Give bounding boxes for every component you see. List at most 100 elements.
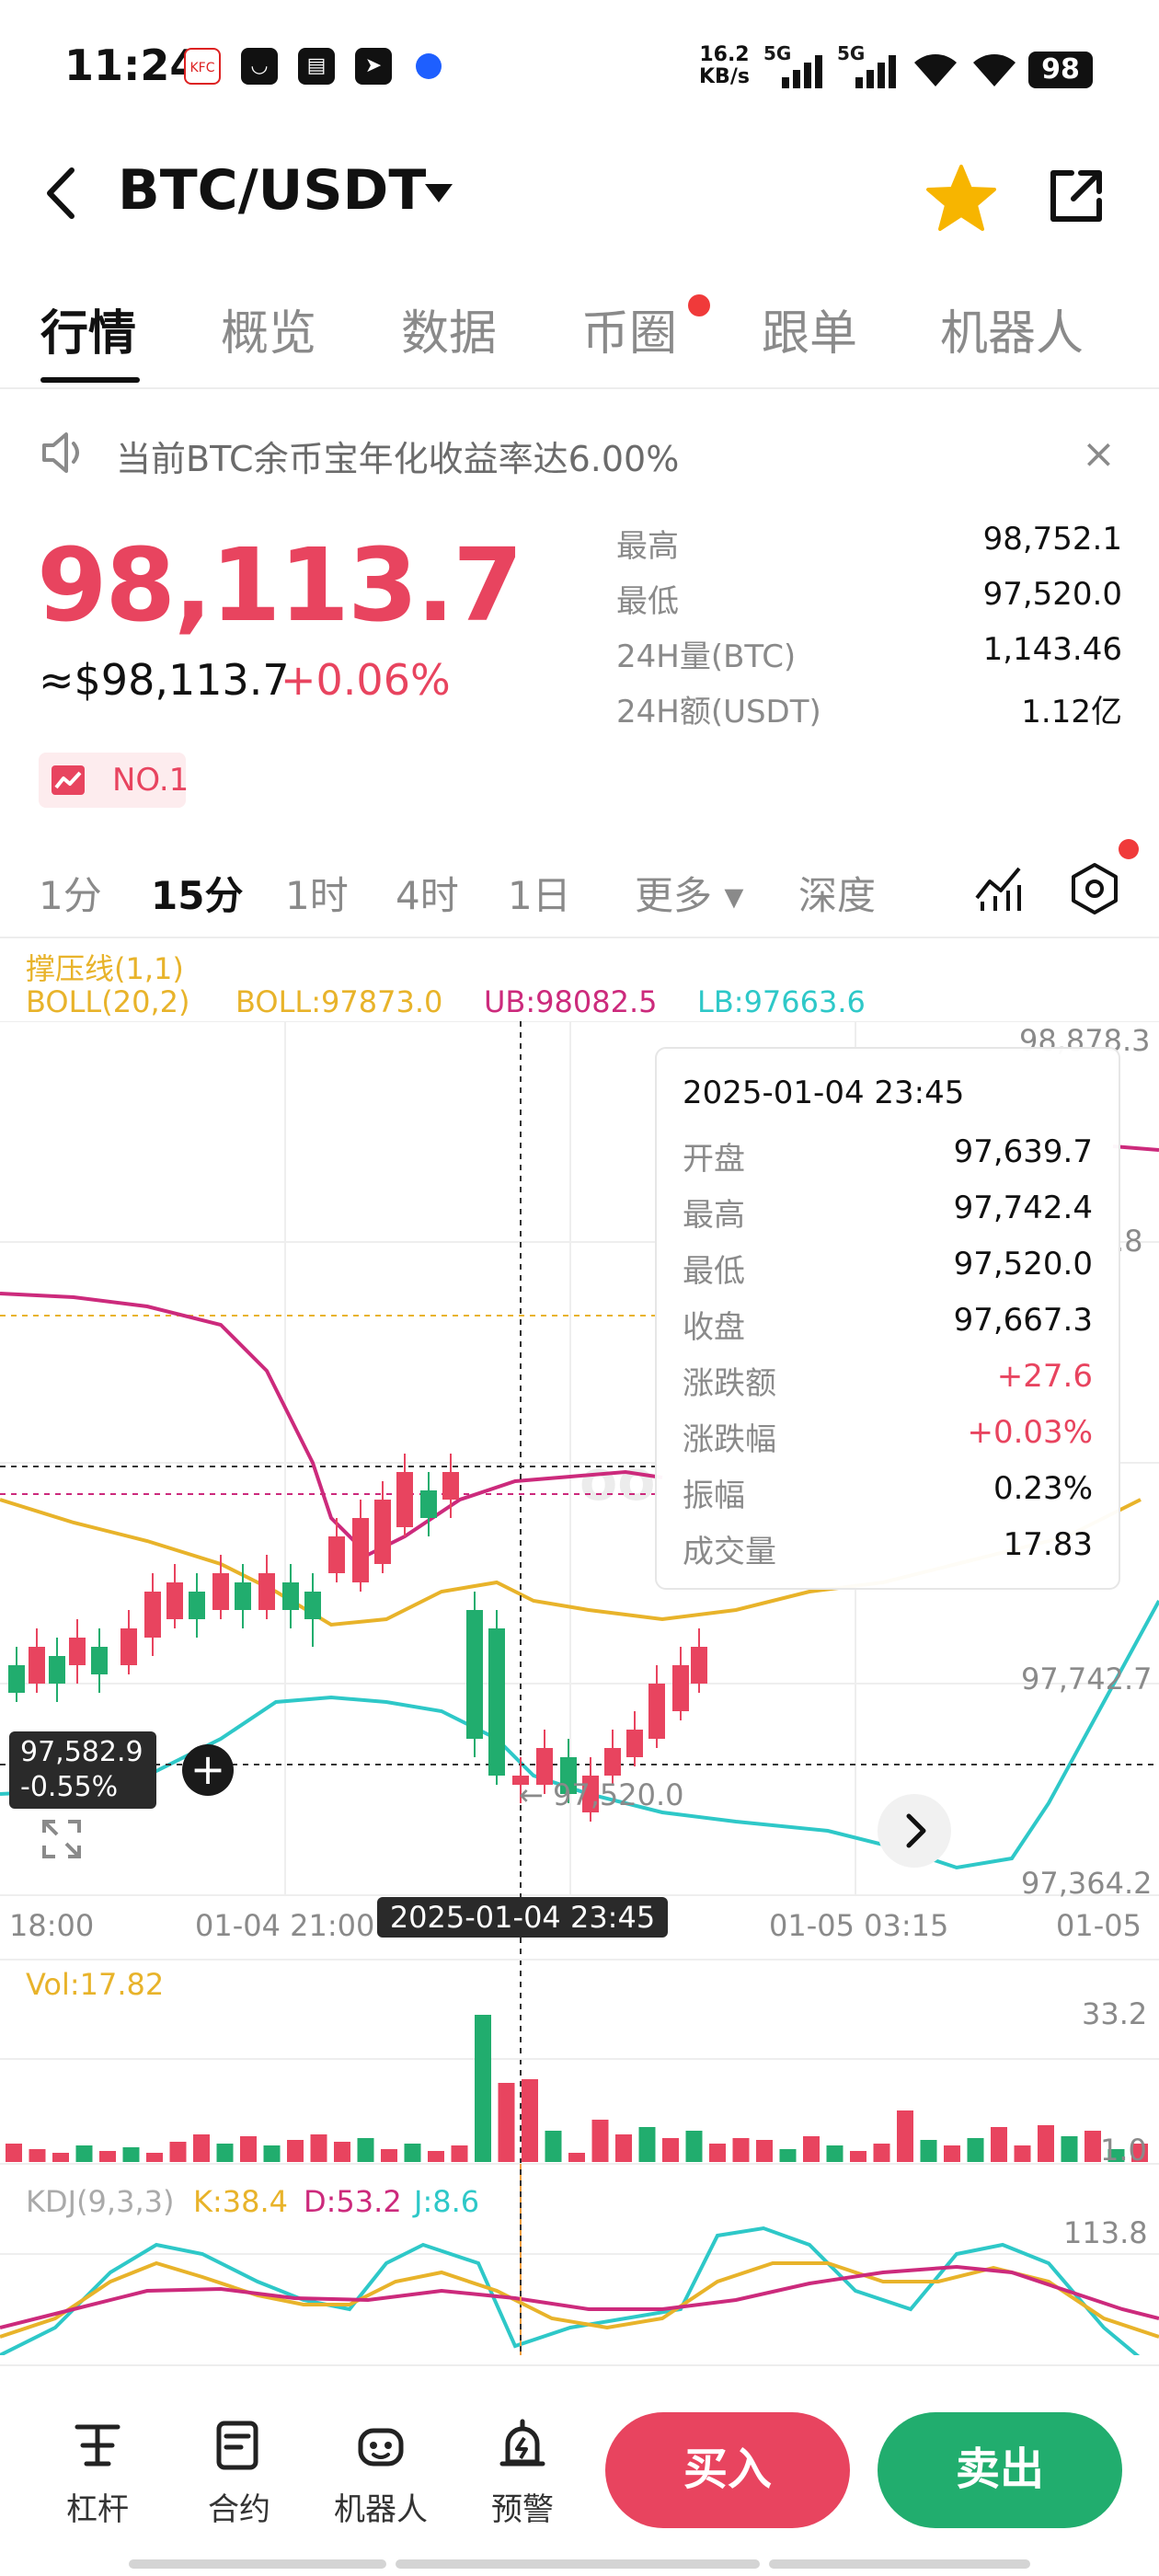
- time-axis-label: 01-05 03:15: [769, 1908, 949, 1943]
- stat-low-label: 最低: [616, 583, 679, 620]
- volume-bar: [1084, 2131, 1101, 2162]
- battery-indicator: 98: [1028, 52, 1093, 88]
- cell-signal-icon: [782, 55, 822, 88]
- back-arrow-icon[interactable]: [37, 161, 92, 225]
- candle: [166, 1582, 183, 1619]
- tooltip-label-change: 涨跌额: [683, 1365, 776, 1402]
- volume-bar: [1131, 2144, 1148, 2162]
- divider: [0, 937, 1159, 938]
- candle: [488, 1628, 505, 1776]
- tab-coin-circle[interactable]: 币圈: [581, 306, 678, 362]
- tab-overview[interactable]: 概览: [221, 306, 317, 362]
- notice-text[interactable]: 当前BTC余币宝年化收益率达6.00%: [116, 439, 680, 479]
- interval-4h[interactable]: 4时: [396, 873, 459, 918]
- candle: [396, 1472, 413, 1527]
- notification-dot: [688, 294, 710, 316]
- candlestick-chart[interactable]: oodte.: [0, 1021, 1159, 2355]
- volume-bar: [52, 2153, 69, 2162]
- volume-bar: [568, 2153, 585, 2162]
- tooltip-value-change-pct: +0.03%: [967, 1414, 1094, 1451]
- low-price-marker: ← 97,520.0: [519, 1777, 684, 1812]
- volume-bar: [522, 2079, 538, 2162]
- candle: [8, 1665, 25, 1693]
- volume-bar: [615, 2134, 632, 2162]
- candle: [626, 1730, 643, 1757]
- notes-app-icon: ▤: [298, 48, 335, 85]
- tab-market[interactable]: 行情: [40, 306, 137, 362]
- legend-kdj-j: J:8.6: [414, 2184, 480, 2219]
- legend-lb: LB:97663.6: [697, 984, 866, 1019]
- share-icon[interactable]: [1044, 164, 1108, 228]
- volume-bar: [662, 2138, 679, 2162]
- tab-bot[interactable]: 机器人: [940, 306, 1084, 362]
- stat-turnover-value: 1.12亿: [1021, 694, 1122, 730]
- volume-bar: [404, 2144, 421, 2162]
- interval-more[interactable]: 更多 ▾: [635, 873, 744, 918]
- tab-data[interactable]: 数据: [401, 306, 498, 362]
- legend-boll: BOLL:97873.0: [235, 984, 443, 1019]
- bottom-alert-label[interactable]: 预警: [491, 2491, 554, 2528]
- volume-bar: [709, 2144, 726, 2162]
- interval-1d[interactable]: 1日: [508, 873, 571, 918]
- scroll-indicator: [129, 2559, 386, 2569]
- bottom-robot-label[interactable]: 机器人: [334, 2491, 428, 2528]
- interval-depth[interactable]: 深度: [798, 873, 877, 918]
- sell-button[interactable]: 卖出: [878, 2412, 1122, 2528]
- stat-high-label: 最高: [616, 528, 679, 565]
- stat-volume-label: 24H量(BTC): [616, 638, 797, 675]
- tooltip-label-volume: 成交量: [683, 1534, 776, 1570]
- add-alert-button[interactable]: +: [182, 1744, 234, 1796]
- leverage-icon[interactable]: [70, 2418, 125, 2473]
- time-axis-label: 18:00: [9, 1908, 95, 1943]
- interval-15m[interactable]: 15分: [151, 873, 244, 918]
- candle: [212, 1573, 229, 1610]
- tooltip-time: 2025-01-04 23:45: [683, 1075, 965, 1111]
- candle: [466, 1610, 483, 1739]
- volume-bar: [944, 2145, 960, 2162]
- telegram-icon: ➤: [355, 48, 392, 85]
- candle: [420, 1490, 437, 1518]
- tooltip-label-high: 最高: [683, 1197, 745, 1234]
- favorite-star-icon[interactable]: [924, 161, 998, 235]
- pair-title[interactable]: BTC/USDT: [118, 158, 427, 223]
- volume-bar: [967, 2138, 984, 2162]
- close-icon[interactable]: ×: [1082, 431, 1116, 477]
- tooltip-label-low: 最低: [683, 1253, 745, 1290]
- fullscreen-icon[interactable]: [40, 1818, 83, 1860]
- alert-bell-icon[interactable]: [495, 2418, 550, 2473]
- tooltip-label-amplitude: 振幅: [683, 1478, 745, 1514]
- volume-min-label: 1.0: [1100, 2133, 1147, 2168]
- buy-button[interactable]: 买入: [605, 2412, 850, 2528]
- indicator-icon[interactable]: [973, 861, 1025, 913]
- candle: [49, 1656, 65, 1684]
- bottom-leverage-label[interactable]: 杠杆: [66, 2491, 129, 2528]
- legend-boll-params[interactable]: BOLL(20,2): [26, 984, 190, 1019]
- legend-kdj-params[interactable]: KDJ(9,3,3): [26, 2184, 175, 2219]
- tooltip-value-close: 97,667.3: [953, 1302, 1093, 1339]
- tooltip-label-close: 收盘: [683, 1309, 745, 1346]
- bottom-contract-label[interactable]: 合约: [208, 2491, 270, 2528]
- legend-kdj-k: K:38.4: [193, 2184, 289, 2219]
- usd-price: ≈$98,113.7: [39, 655, 290, 705]
- chevron-down-icon[interactable]: [423, 182, 454, 204]
- volume-bar: [1061, 2136, 1078, 2162]
- candle: [258, 1573, 275, 1610]
- volume-bar: [357, 2138, 374, 2162]
- volume-bar: [310, 2134, 327, 2162]
- settings-hexagon-icon[interactable]: [1067, 861, 1122, 916]
- scroll-to-latest-button[interactable]: [878, 1794, 951, 1868]
- signal-5g-label: 5G: [763, 42, 792, 64]
- contract-icon[interactable]: [212, 2418, 267, 2473]
- volume-bar: [1107, 2149, 1125, 2162]
- interval-1m[interactable]: 1分: [39, 873, 102, 918]
- candle: [189, 1592, 205, 1619]
- volume-bar: [732, 2138, 750, 2162]
- legend-sr-line[interactable]: 撑压线(1,1): [26, 951, 184, 986]
- candle: [352, 1518, 369, 1582]
- candle: [304, 1592, 321, 1619]
- app-circle-icon: [416, 53, 442, 79]
- tab-copy-trade[interactable]: 跟单: [762, 306, 858, 362]
- robot-icon[interactable]: [353, 2418, 408, 2473]
- net-speed: 16.2 KB/s: [699, 43, 750, 88]
- interval-1h[interactable]: 1时: [285, 873, 349, 918]
